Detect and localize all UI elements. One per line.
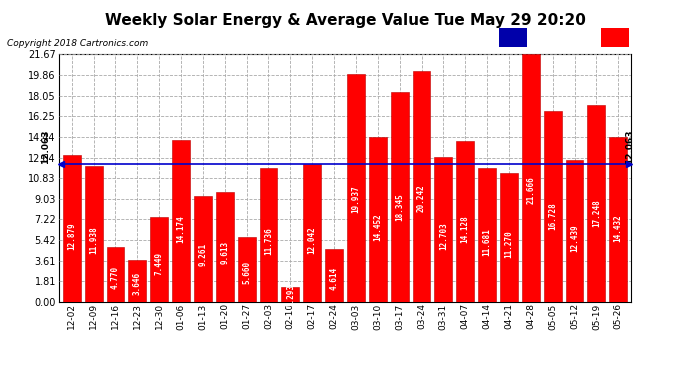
Bar — [601, 28, 629, 47]
Bar — [587, 105, 605, 302]
Text: Daily   ($): Daily ($) — [633, 33, 682, 42]
Text: 12.063: 12.063 — [41, 130, 50, 164]
Bar — [237, 237, 255, 302]
Text: 4.770: 4.770 — [111, 266, 120, 289]
Text: 1.293: 1.293 — [286, 284, 295, 307]
Text: 17.248: 17.248 — [592, 200, 601, 227]
Text: 11.270: 11.270 — [504, 230, 513, 258]
Text: 19.937: 19.937 — [351, 186, 360, 213]
Bar — [522, 54, 540, 302]
Bar — [391, 92, 408, 302]
Text: 14.452: 14.452 — [373, 214, 382, 242]
Bar — [544, 111, 562, 302]
Text: 3.646: 3.646 — [133, 272, 142, 295]
Text: 5.660: 5.660 — [242, 261, 251, 284]
Text: Average  ($): Average ($) — [531, 33, 593, 42]
Text: 16.728: 16.728 — [548, 202, 557, 230]
Bar — [325, 249, 343, 302]
Text: 7.449: 7.449 — [155, 252, 164, 275]
Text: 12.042: 12.042 — [308, 226, 317, 254]
Text: 18.345: 18.345 — [395, 194, 404, 222]
Text: Weekly Solar Energy & Average Value Tue May 29 20:20: Weekly Solar Energy & Average Value Tue … — [105, 13, 585, 28]
Bar — [500, 173, 518, 302]
Bar — [85, 165, 103, 302]
Text: 4.614: 4.614 — [330, 267, 339, 290]
Text: 11.736: 11.736 — [264, 228, 273, 255]
Text: 14.432: 14.432 — [613, 214, 623, 242]
Bar — [435, 157, 453, 302]
Bar — [194, 196, 212, 302]
Text: 20.242: 20.242 — [417, 184, 426, 212]
Bar — [259, 168, 277, 302]
Bar — [347, 74, 365, 302]
Bar — [499, 28, 526, 47]
Text: 9.261: 9.261 — [199, 243, 208, 266]
Text: 11.938: 11.938 — [89, 226, 98, 254]
Bar — [303, 164, 321, 302]
Bar — [172, 140, 190, 302]
Bar — [106, 248, 124, 302]
Text: 12.703: 12.703 — [439, 223, 448, 251]
Text: 12.063: 12.063 — [624, 130, 633, 164]
Bar — [63, 155, 81, 302]
Bar — [456, 141, 474, 302]
Text: 11.681: 11.681 — [482, 228, 491, 256]
Text: Copyright 2018 Cartronics.com: Copyright 2018 Cartronics.com — [7, 39, 148, 48]
Bar — [413, 70, 431, 302]
Text: 14.128: 14.128 — [461, 215, 470, 243]
Text: 12.879: 12.879 — [67, 222, 77, 249]
Bar — [369, 137, 387, 302]
Bar — [216, 192, 234, 302]
Text: 12.439: 12.439 — [570, 224, 579, 252]
Bar — [150, 217, 168, 302]
Bar — [478, 168, 496, 302]
Text: 14.174: 14.174 — [177, 215, 186, 243]
Bar — [282, 287, 299, 302]
Bar — [128, 260, 146, 302]
Bar — [609, 137, 627, 302]
Text: 9.613: 9.613 — [220, 241, 229, 264]
Bar — [566, 160, 584, 302]
Text: 21.666: 21.666 — [526, 177, 535, 204]
